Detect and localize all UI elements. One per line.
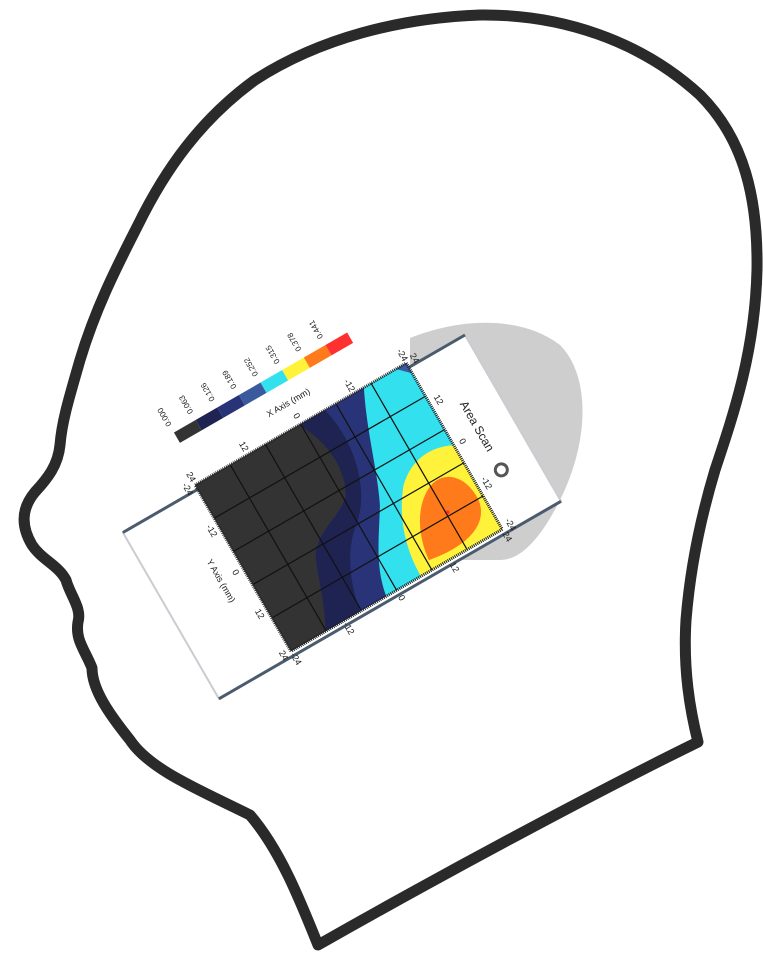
y-tick-label: 24 bbox=[408, 351, 422, 365]
contour-plot bbox=[192, 360, 505, 654]
x-tick-label: 12 bbox=[448, 560, 462, 574]
y-tick-label: 0 bbox=[230, 568, 241, 577]
legend-label: 0.378 bbox=[285, 331, 303, 353]
legend-swatch bbox=[282, 357, 310, 381]
grid-line bbox=[300, 423, 398, 591]
scan-icon bbox=[493, 462, 509, 478]
x-tick-label: -12 bbox=[342, 377, 357, 393]
legend-label: 0.252 bbox=[242, 356, 260, 378]
legend-label: 0.315 bbox=[264, 343, 282, 365]
grid-line bbox=[233, 428, 446, 553]
x-tick-label: 0 bbox=[291, 411, 302, 420]
legend-label: 0.126 bbox=[199, 381, 217, 403]
legend-label: 0.000 bbox=[155, 406, 173, 428]
legend-label: 0.189 bbox=[220, 368, 238, 390]
level-region bbox=[195, 425, 346, 652]
legend-swatch bbox=[260, 370, 289, 393]
legend-swatch bbox=[238, 382, 267, 406]
y-tick-label: 0 bbox=[457, 437, 468, 446]
grid-line bbox=[229, 464, 327, 632]
x-tick-label: -24 bbox=[395, 347, 410, 363]
level-region bbox=[420, 476, 481, 561]
y-tick-label: 12 bbox=[432, 393, 446, 407]
grid-line bbox=[213, 395, 426, 519]
head-outline bbox=[18, 9, 763, 951]
grid-line bbox=[252, 462, 465, 586]
legend-swatch bbox=[303, 345, 332, 368]
legend-swatch bbox=[217, 395, 245, 418]
x-axis-label: X Axis (mm) bbox=[265, 386, 312, 419]
x-tick-label: 24 bbox=[501, 530, 515, 544]
grid-line bbox=[271, 495, 484, 619]
legend-swatch bbox=[195, 407, 224, 431]
legend-label: 0.063 bbox=[177, 393, 195, 415]
x-tick-label: 0 bbox=[396, 593, 407, 602]
grid-line bbox=[264, 444, 362, 611]
grid-line bbox=[370, 383, 468, 550]
x-tick-label: 24 bbox=[184, 470, 198, 484]
y-tick-label: 24 bbox=[277, 649, 291, 663]
legend-swatch bbox=[173, 420, 202, 443]
phone-edge bbox=[218, 499, 562, 701]
grid-line bbox=[335, 403, 433, 571]
level-region bbox=[395, 363, 413, 374]
legend-swatch bbox=[325, 332, 354, 356]
x-tick-label: 12 bbox=[237, 440, 251, 454]
y-tick-label: 12 bbox=[253, 607, 267, 621]
legend-label: 0.441 bbox=[307, 318, 325, 340]
